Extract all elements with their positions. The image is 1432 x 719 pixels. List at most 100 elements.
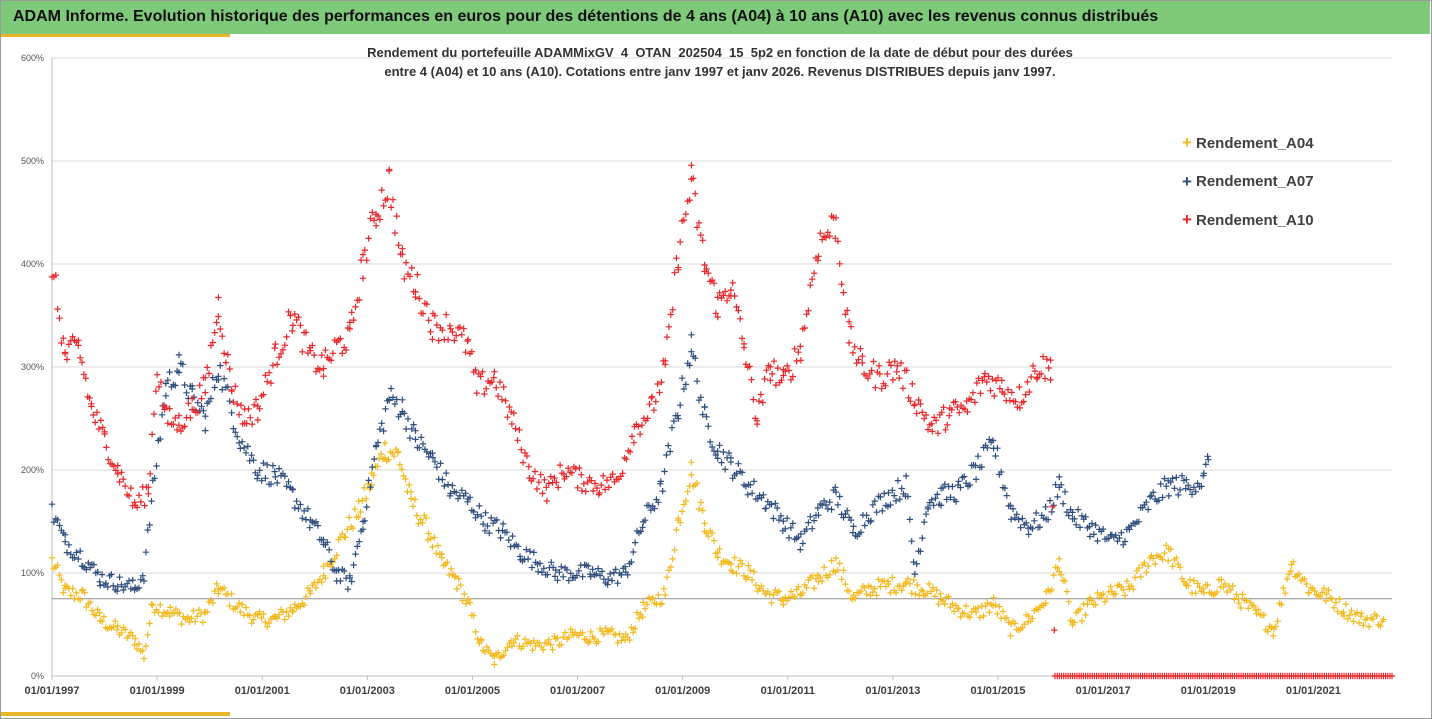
marker-rendement-a07: [567, 570, 574, 577]
marker-rendement-a07: [1088, 520, 1096, 527]
marker-rendement-a10: [985, 373, 992, 380]
marker-rendement-a10: [483, 385, 490, 392]
marker-rendement-a04: [248, 620, 255, 627]
marker-rendement-a10: [551, 474, 558, 482]
marker-rendement-a04: [1303, 580, 1310, 588]
marker-rendement-a10: [838, 281, 845, 288]
marker-rendement-a10: [578, 471, 585, 478]
x-tick-label: 01/01/2017: [1076, 685, 1131, 697]
marker-rendement-a07: [604, 581, 611, 588]
marker-rendement-a04: [1094, 589, 1101, 597]
marker-rendement-a07: [820, 497, 828, 505]
marker-rendement-a10: [95, 425, 103, 433]
marker-rendement-a04: [521, 635, 529, 643]
marker-rendement-a10: [262, 372, 269, 379]
marker-rendement-a10: [964, 408, 971, 416]
marker-rendement-a10: [219, 333, 226, 340]
marker-rendement-a04: [684, 488, 691, 495]
marker-rendement-a04: [747, 567, 754, 574]
marker-rendement-a07: [401, 410, 408, 417]
marker-rendement-a10: [630, 439, 638, 446]
marker-rendement-a07: [932, 495, 939, 502]
marker-rendement-a07: [293, 498, 300, 505]
marker-rendement-a10: [793, 357, 800, 365]
marker-rendement-a04: [1245, 605, 1252, 612]
marker-rendement-a07: [675, 415, 682, 422]
marker-rendement-a04: [678, 508, 686, 515]
marker-rendement-a10: [767, 363, 774, 371]
marker-rendement-a07: [419, 440, 427, 448]
marker-rendement-a10: [63, 356, 71, 363]
marker-rendement-a04: [333, 552, 340, 559]
marker-rendement-a04: [344, 526, 351, 533]
marker-rendement-a04: [817, 573, 824, 581]
marker-rendement-a07: [200, 407, 207, 414]
marker-rendement-a10: [196, 382, 203, 389]
marker-rendement-a04: [608, 625, 616, 633]
marker-rendement-a07: [952, 498, 960, 505]
marker-rendement-a10: [112, 467, 119, 474]
marker-rendement-a10: [365, 235, 372, 242]
marker-rendement-a07: [291, 504, 298, 512]
marker-rendement-a07: [478, 513, 485, 520]
marker-rendement-a10: [228, 388, 235, 395]
marker-rendement-a07: [530, 549, 537, 556]
marker-rendement-a07: [108, 571, 115, 578]
marker-rendement-a07: [556, 569, 563, 576]
marker-rendement-a07: [312, 518, 320, 525]
marker-rendement-a10: [977, 390, 984, 397]
marker-rendement-a07: [1176, 486, 1184, 494]
marker-rendement-a07: [939, 484, 947, 492]
marker-rendement-a07: [441, 482, 448, 490]
marker-rendement-a04: [318, 579, 325, 586]
marker-rendement-a04: [543, 639, 551, 647]
marker-rendement-a07: [1105, 535, 1112, 542]
marker-rendement-a04: [780, 601, 787, 608]
marker-rendement-a04: [1186, 576, 1194, 583]
marker-rendement-a10: [1038, 370, 1045, 378]
marker-rendement-a07: [1094, 537, 1101, 545]
marker-rendement-a04: [1050, 571, 1057, 579]
marker-rendement-a07: [431, 458, 439, 465]
marker-rendement-a07: [774, 504, 781, 512]
marker-rendement-a07: [877, 493, 884, 501]
marker-rendement-a10: [525, 463, 532, 470]
marker-rendement-a04: [744, 574, 751, 581]
marker-rendement-a10: [93, 409, 101, 416]
marker-rendement-a04: [1167, 546, 1174, 553]
marker-rendement-a07: [337, 577, 344, 585]
marker-rendement-a07: [857, 529, 865, 536]
marker-rendement-a07: [151, 475, 158, 482]
marker-rendement-a07: [476, 502, 483, 510]
marker-rendement-a04: [199, 619, 206, 626]
marker-rendement-a04: [992, 601, 999, 609]
marker-rendement-a04: [1112, 590, 1119, 597]
marker-rendement-a04: [861, 584, 868, 591]
marker-rendement-a07: [433, 464, 440, 471]
marker-rendement-a04: [1196, 583, 1203, 591]
marker-rendement-a07: [722, 466, 729, 473]
marker-rendement-a10: [464, 336, 472, 343]
marker-rendement-a04: [197, 610, 205, 617]
marker-rendement-a07: [1171, 485, 1178, 492]
marker-rendement-a07: [1063, 508, 1071, 516]
marker-rendement-a07: [667, 448, 674, 455]
marker-rendement-a04: [910, 576, 917, 583]
marker-rendement-a10: [576, 464, 583, 472]
marker-rendement-a04: [242, 604, 250, 611]
marker-rendement-a07: [1076, 524, 1084, 531]
marker-rendement-a10: [638, 422, 646, 429]
marker-rendement-a07: [125, 577, 133, 584]
marker-rendement-a07: [289, 486, 297, 493]
marker-rendement-a07: [399, 396, 406, 403]
marker-rendement-a04: [396, 461, 404, 468]
marker-rendement-a04: [448, 565, 455, 572]
marker-rendement-a04: [260, 610, 267, 618]
marker-rendement-a10: [500, 383, 507, 391]
marker-rendement-a10: [1045, 364, 1052, 372]
marker-rendement-a07: [189, 385, 196, 393]
marker-rendement-a07: [589, 566, 596, 573]
marker-rendement-a10: [710, 280, 718, 287]
accent-bar-bottom: [1, 712, 230, 716]
marker-rendement-a10: [859, 359, 866, 367]
